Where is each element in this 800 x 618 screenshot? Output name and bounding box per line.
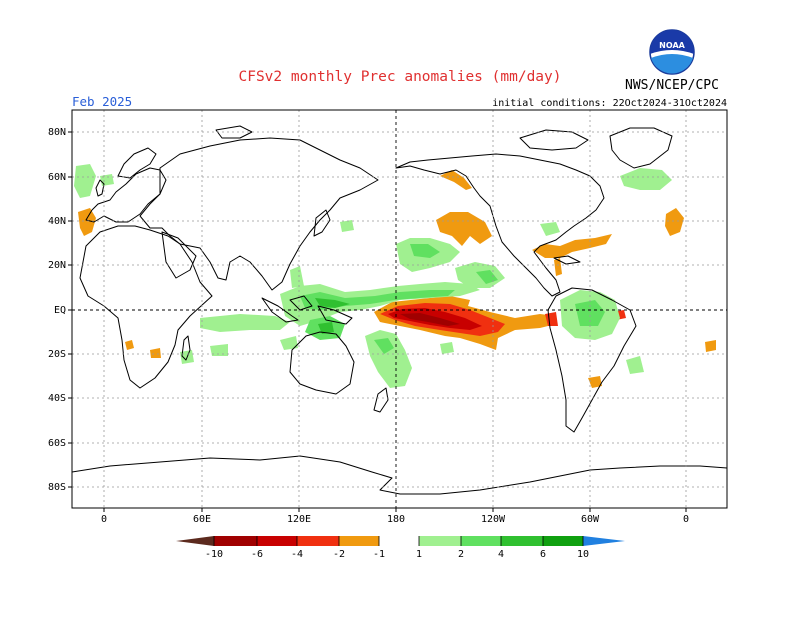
lon-axis: 0 60E 120E 180 120W 60W 0 [101,508,689,525]
lat-label-40n: 40N [48,216,66,227]
lat-label-40s: 40S [48,393,66,404]
colorbar-swatch-neg10-neg6 [214,536,257,546]
colorbar-tick-pos2: 2 [458,549,464,560]
lon-label-120e: 120E [287,514,311,525]
noaa-logo-text: NOAA [659,41,685,50]
coastlines [72,125,727,495]
lat-label-60s: 60S [48,438,66,449]
colorbar-swatch-pos6-pos10 [543,536,583,546]
lat-label-20n: 20N [48,260,66,271]
lat-label-80n: 80N [48,127,66,138]
map-panel: 80N 60N 40N 20N EQ 20S 40S 60S 80S 0 60E… [48,109,728,525]
colorbar: -10 -6 -4 -2 -1 1 2 4 6 10 [176,536,625,560]
lat-axis: 80N 60N 40N 20N EQ 20S 40S 60S 80S [48,127,72,493]
initial-conditions-label: initial conditions: 22Oct2024-31Oct2024 [492,98,727,109]
lat-label-20s: 20S [48,349,66,360]
anomaly-dry-regions [78,170,716,388]
colorbar-swatch-pos1-pos2 [419,536,461,546]
lat-label-80s: 80S [48,482,66,493]
colorbar-tick-neg6: -6 [251,549,263,560]
colorbar-swatch-neg6-neg4 [257,536,297,546]
lon-label-60w: 60W [581,514,600,525]
lon-label-120w: 120W [481,514,506,525]
colorbar-tick-neg2: -2 [333,549,345,560]
valid-month-label: Feb 2025 [72,94,132,109]
graticule [72,110,727,508]
colorbar-swatch-pos2-pos4 [461,536,501,546]
noaa-logo: NOAA [649,29,695,75]
map-frame [71,109,728,509]
agency-label: NWS/NCEP/CPC [625,78,719,93]
colorbar-swatch-neutral [379,536,419,546]
colorbar-swatch-neg4-neg2 [297,536,339,546]
chart-title: CFSv2 monthly Prec anomalies (mm/day) [238,69,561,85]
lon-label-180: 180 [387,514,405,525]
lat-label-60n: 60N [48,172,66,183]
colorbar-swatch-neg2-neg1 [339,536,379,546]
colorbar-swatch-pos4-pos6 [501,536,543,546]
colorbar-tick-pos10: 10 [577,549,589,560]
lon-label-0-east: 0 [683,514,689,525]
colorbar-tick-pos4: 4 [498,549,504,560]
colorbar-swatch-gt-pos10 [583,536,625,546]
lon-label-60e: 60E [193,514,211,525]
colorbar-tick-pos6: 6 [540,549,546,560]
lat-label-eq: EQ [54,305,66,316]
colorbar-tick-neg4: -4 [291,549,303,560]
colorbar-tick-pos1: 1 [416,549,422,560]
lon-label-0-west: 0 [101,514,107,525]
colorbar-tick-neg1: -1 [373,549,385,560]
colorbar-swatch-lt-neg10 [176,536,214,546]
colorbar-tick-neg10: -10 [205,549,223,560]
